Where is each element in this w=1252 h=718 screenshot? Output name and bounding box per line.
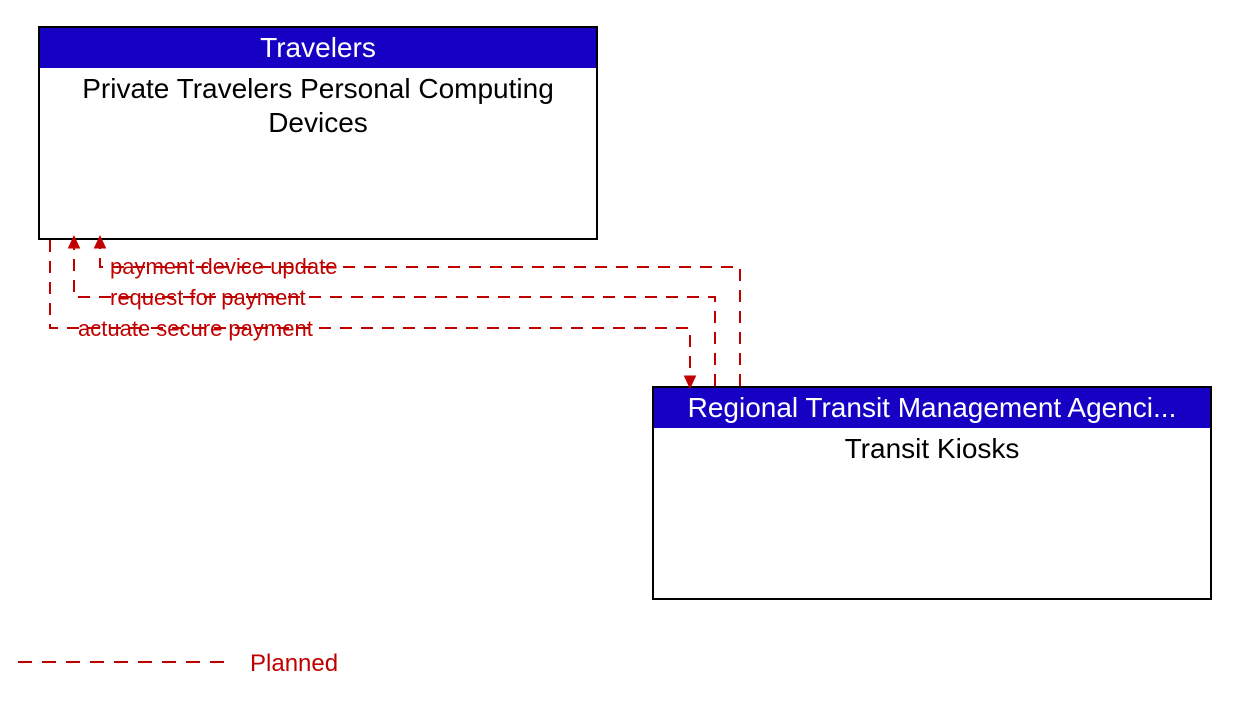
legend-label-planned: Planned: [250, 650, 338, 678]
node-transit-kiosks: Regional Transit Management Agenci... Tr…: [652, 386, 1212, 600]
node-travelers-header: Travelers: [40, 28, 596, 68]
diagram-stage: Travelers Private Travelers Personal Com…: [0, 0, 1252, 718]
node-travelers: Travelers Private Travelers Personal Com…: [38, 26, 598, 240]
flow-label-actuate-secure-payment: actuate secure payment: [78, 316, 313, 342]
node-travelers-body: Private Travelers Personal Computing Dev…: [40, 68, 596, 143]
flow-label-request-for-payment: request for payment: [110, 285, 306, 311]
flow-label-payment-device-update: payment device update: [110, 254, 338, 280]
node-transit-body: Transit Kiosks: [654, 428, 1210, 470]
node-transit-header: Regional Transit Management Agenci...: [654, 388, 1210, 428]
